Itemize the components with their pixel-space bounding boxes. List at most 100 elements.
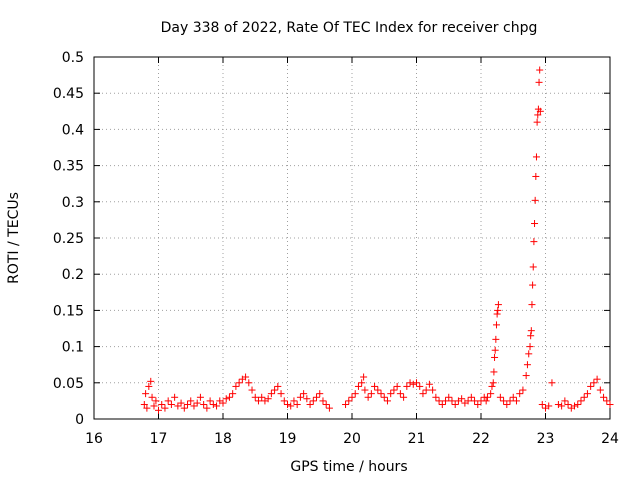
- data-point: [187, 397, 195, 405]
- data-point: [293, 401, 301, 409]
- data-point: [538, 401, 546, 409]
- data-point: [413, 379, 420, 387]
- data-point: [435, 397, 443, 405]
- data-point: [147, 377, 155, 385]
- data-point: [145, 382, 153, 390]
- data-point: [406, 379, 414, 387]
- data-point: [300, 390, 308, 398]
- data-point: [536, 66, 544, 74]
- data-point: [506, 397, 514, 405]
- x-tick-label: 16: [85, 431, 103, 447]
- data-point: [196, 393, 204, 401]
- data-point: [448, 397, 456, 405]
- data-point: [467, 393, 475, 401]
- y-tick-label: 0.1: [62, 340, 84, 356]
- data-point: [374, 386, 382, 394]
- x-tick-label: 18: [214, 431, 232, 447]
- data-point: [377, 390, 385, 398]
- data-point: [258, 393, 266, 401]
- data-point: [313, 393, 321, 401]
- data-point: [235, 379, 243, 387]
- data-point: [490, 368, 498, 376]
- data-point: [232, 382, 240, 390]
- data-point: [229, 390, 237, 398]
- data-point: [264, 395, 272, 403]
- data-point: [287, 402, 295, 410]
- data-point: [458, 395, 466, 403]
- axis-ticks: 16 17 18 19 20 21 22 23 24 0 0.05 0.1 0.15 0.2 0.25 0.3…: [53, 50, 619, 447]
- data-point: [400, 393, 408, 401]
- data-point: [193, 399, 201, 407]
- data-point: [367, 390, 375, 398]
- data-point: [354, 382, 362, 390]
- data-point: [503, 401, 511, 409]
- data-point: [213, 402, 221, 410]
- data-point: [322, 401, 330, 409]
- data-point: [532, 172, 540, 180]
- data-point: [251, 393, 259, 401]
- data-point: [209, 401, 217, 409]
- data-point: [248, 386, 256, 394]
- x-axis-label: GPS time / hours: [290, 459, 407, 475]
- data-point: [489, 379, 497, 387]
- data-point: [474, 401, 482, 409]
- x-tick-label: 19: [279, 431, 297, 447]
- y-tick-label: 0.3: [62, 195, 84, 211]
- data-point: [488, 382, 496, 390]
- data-point: [494, 301, 502, 309]
- data-point: [564, 401, 572, 409]
- data-point: [574, 401, 582, 409]
- data-point: [203, 404, 211, 412]
- data-point: [360, 373, 368, 381]
- chart-title: Day 338 of 2022, Rate Of TEC Index for r…: [161, 20, 538, 36]
- data-point: [561, 397, 569, 405]
- data-point: [536, 107, 544, 115]
- data-point: [425, 380, 433, 388]
- data-point: [554, 401, 562, 409]
- data-point: [419, 390, 427, 398]
- data-point: [345, 397, 353, 405]
- data-point: [535, 78, 543, 86]
- data-point: [600, 393, 608, 401]
- data-point: [530, 238, 538, 246]
- data-point: [438, 401, 446, 409]
- data-point: [516, 390, 524, 398]
- data-point: [529, 263, 537, 271]
- y-tick-label: 0.5: [62, 50, 84, 66]
- data-point: [416, 382, 424, 390]
- data-point: [280, 397, 288, 405]
- data-points: [140, 66, 614, 414]
- data-point: [500, 397, 508, 405]
- data-point: [432, 393, 440, 401]
- data-point: [351, 390, 359, 398]
- x-tick-label: 20: [343, 431, 361, 447]
- data-point: [532, 153, 540, 161]
- data-point: [390, 386, 398, 394]
- data-point: [523, 361, 531, 369]
- data-point: [509, 393, 517, 401]
- data-point: [348, 393, 356, 401]
- data-point: [487, 390, 495, 398]
- data-point: [316, 390, 324, 398]
- data-point: [155, 406, 162, 414]
- data-point: [254, 397, 262, 405]
- data-point: [242, 373, 250, 381]
- data-point: [271, 386, 279, 394]
- data-point: [161, 404, 169, 412]
- data-point: [593, 375, 601, 383]
- data-point: [140, 401, 148, 409]
- data-point: [571, 402, 579, 410]
- data-point: [451, 401, 459, 409]
- data-point: [200, 401, 208, 409]
- data-point: [529, 281, 537, 289]
- data-point: [219, 399, 227, 407]
- data-point: [464, 397, 472, 405]
- data-point: [371, 382, 379, 390]
- data-point: [606, 401, 614, 409]
- data-point: [526, 343, 534, 351]
- data-point: [409, 380, 417, 388]
- data-point: [583, 390, 591, 398]
- data-point: [296, 393, 304, 401]
- data-point: [596, 386, 604, 394]
